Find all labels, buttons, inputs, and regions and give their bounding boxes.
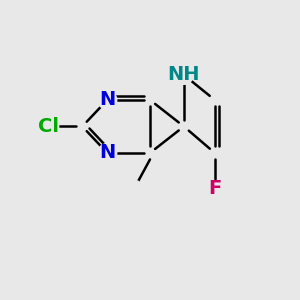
Circle shape [209,182,221,194]
Text: Cl: Cl [38,117,59,136]
Circle shape [98,143,117,162]
Text: N: N [99,143,116,162]
Circle shape [98,91,117,110]
Circle shape [134,181,140,187]
Text: N: N [99,90,116,110]
Circle shape [41,118,59,135]
Circle shape [174,65,193,84]
Text: F: F [208,179,221,198]
Text: NH: NH [168,65,200,84]
